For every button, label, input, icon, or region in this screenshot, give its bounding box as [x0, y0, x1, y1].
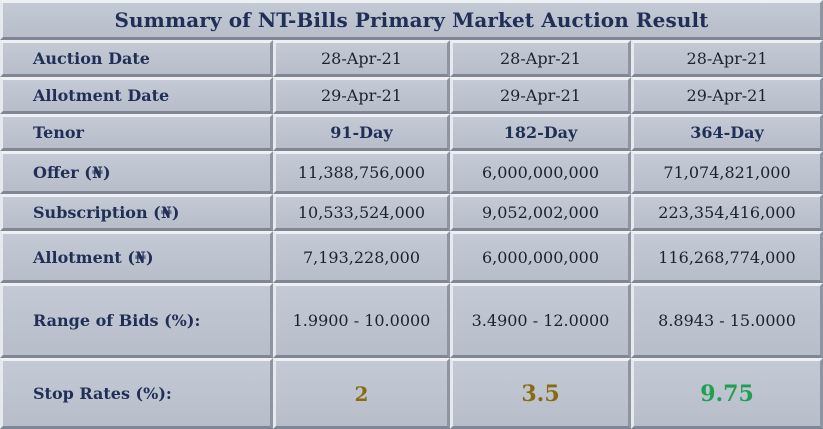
cell-auction-date-364: 28-Apr-21 [631, 40, 823, 77]
cell-tenor-91: 91-Day [273, 114, 450, 151]
cell-offer-182: 6,000,000,000 [450, 151, 631, 194]
cell-stop-rate-182: 3.5 [450, 358, 631, 429]
cell-allotment-date-182: 29-Apr-21 [450, 77, 631, 114]
row-label-subscription: Subscription (₦) [0, 194, 273, 231]
cell-offer-91: 11,388,756,000 [273, 151, 450, 194]
cell-allotment-date-364: 29-Apr-21 [631, 77, 823, 114]
table-row-stop-rates: Stop Rates (%): 2 3.5 9.75 [0, 358, 823, 429]
cell-stop-rate-364: 9.75 [631, 358, 823, 429]
table-row-range-of-bids: Range of Bids (%): 1.9900 - 10.0000 3.49… [0, 283, 823, 358]
cell-allotment-date-91: 29-Apr-21 [273, 77, 450, 114]
cell-offer-364: 71,074,821,000 [631, 151, 823, 194]
table-row-allotment-date: Allotment Date 29-Apr-21 29-Apr-21 29-Ap… [0, 77, 823, 114]
cell-allotment-182: 6,000,000,000 [450, 231, 631, 283]
row-label-range-of-bids: Range of Bids (%): [0, 283, 273, 358]
cell-auction-date-91: 28-Apr-21 [273, 40, 450, 77]
cell-stop-rate-91: 2 [273, 358, 450, 429]
cell-range-of-bids-364: 8.8943 - 15.0000 [631, 283, 823, 358]
table-row-subscription: Subscription (₦) 10,533,524,000 9,052,00… [0, 194, 823, 231]
cell-tenor-364: 364-Day [631, 114, 823, 151]
cell-subscription-182: 9,052,002,000 [450, 194, 631, 231]
cell-tenor-182: 182-Day [450, 114, 631, 151]
title-row: Summary of NT-Bills Primary Market Aucti… [0, 0, 823, 40]
row-label-stop-rates: Stop Rates (%): [0, 358, 273, 429]
table-title: Summary of NT-Bills Primary Market Aucti… [0, 0, 823, 40]
cell-allotment-91: 7,193,228,000 [273, 231, 450, 283]
table-row-allotment: Allotment (₦) 7,193,228,000 6,000,000,00… [0, 231, 823, 283]
cell-auction-date-182: 28-Apr-21 [450, 40, 631, 77]
row-label-tenor: Tenor [0, 114, 273, 151]
row-label-auction-date: Auction Date [0, 40, 273, 77]
cell-allotment-364: 116,268,774,000 [631, 231, 823, 283]
row-label-allotment-date: Allotment Date [0, 77, 273, 114]
table-row-auction-date: Auction Date 28-Apr-21 28-Apr-21 28-Apr-… [0, 40, 823, 77]
table-row-offer: Offer (₦) 11,388,756,000 6,000,000,000 7… [0, 151, 823, 194]
row-label-allotment: Allotment (₦) [0, 231, 273, 283]
table-row-tenor: Tenor 91-Day 182-Day 364-Day [0, 114, 823, 151]
cell-range-of-bids-182: 3.4900 - 12.0000 [450, 283, 631, 358]
cell-subscription-364: 223,354,416,000 [631, 194, 823, 231]
cell-range-of-bids-91: 1.9900 - 10.0000 [273, 283, 450, 358]
cell-subscription-91: 10,533,524,000 [273, 194, 450, 231]
row-label-offer: Offer (₦) [0, 151, 273, 194]
